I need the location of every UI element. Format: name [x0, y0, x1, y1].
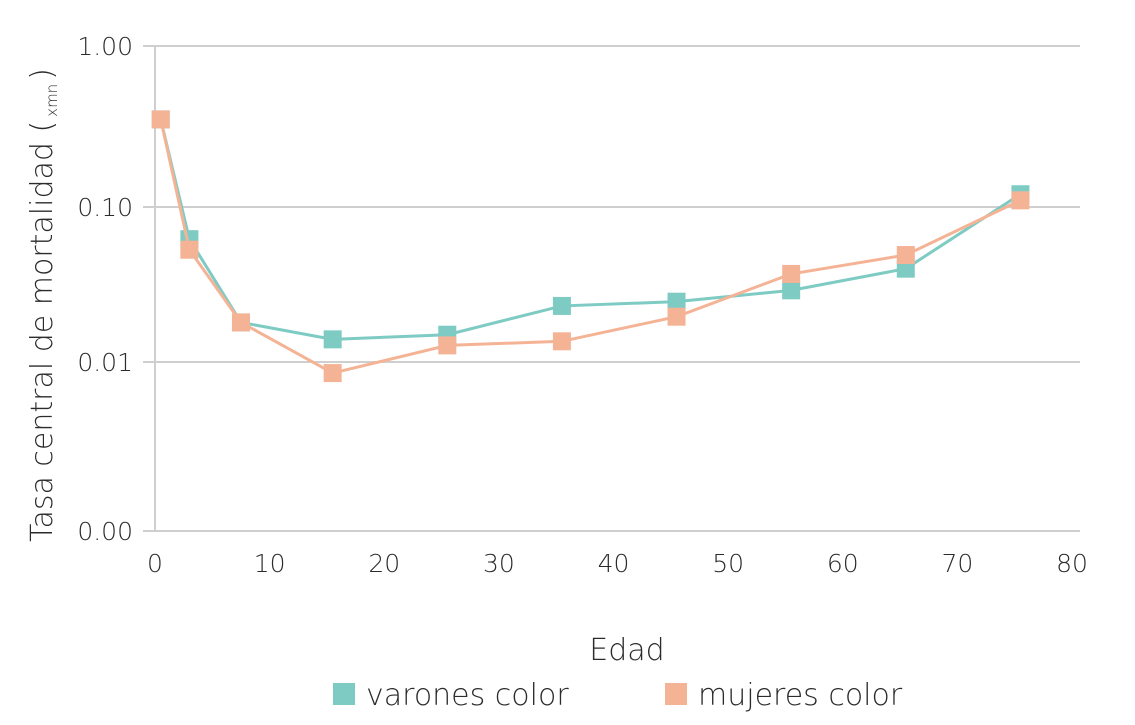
data-point-marker	[667, 307, 686, 326]
data-point-marker	[323, 330, 342, 349]
series-mujeres	[151, 110, 1030, 383]
y-tick-label: 0.10	[77, 193, 133, 222]
data-point-marker	[782, 264, 801, 283]
x-tick-label: 10	[254, 549, 286, 578]
grid	[143, 45, 1080, 532]
legend: varones color mujeres color	[333, 678, 903, 713]
x-tick-label: 40	[598, 549, 630, 578]
x-tick-label: 30	[483, 549, 515, 578]
x-tick-label: 70	[941, 549, 973, 578]
data-point-marker	[180, 240, 199, 259]
legend-swatch	[333, 683, 355, 705]
y-tick-label: 0.01	[77, 348, 133, 377]
svg-text:Tasa central de mortalidad (xm: Tasa central de mortalidad ( xmn)	[25, 68, 61, 542]
y-tick-label: 1.00	[77, 32, 133, 61]
series	[151, 110, 1030, 383]
data-point-marker	[323, 364, 342, 383]
x-tick-label: 50	[712, 549, 744, 578]
x-tick-label: 60	[827, 549, 859, 578]
y-axis-title-notation: xmn	[43, 84, 61, 117]
data-point-marker	[552, 296, 571, 315]
series-line	[159, 119, 1022, 341]
data-point-marker	[782, 281, 801, 300]
data-point-marker	[231, 313, 250, 332]
data-point-marker	[438, 336, 457, 355]
x-axis-title: Edad	[589, 633, 664, 668]
series-varones	[151, 110, 1030, 349]
data-point-marker	[896, 259, 915, 278]
data-point-marker	[896, 246, 915, 265]
x-tick-label: 0	[147, 549, 163, 578]
data-point-marker	[1011, 191, 1030, 210]
x-tick-label: 80	[1056, 549, 1088, 578]
x-tick-label: 20	[368, 549, 400, 578]
data-point-marker	[667, 292, 686, 311]
y-axis-title-close: )	[25, 68, 60, 80]
series-line	[159, 119, 1022, 375]
y-tick-label: 0.00	[77, 517, 133, 546]
axes: 1.00 0.10 0.01 0.00 0 10 20 30 40 50 60 70 80	[77, 32, 1088, 578]
data-point-marker	[151, 110, 170, 129]
legend-label: mujeres color	[698, 678, 903, 713]
data-point-marker	[552, 332, 571, 351]
y-axis-title-text: Tasa central de mortalidad (	[25, 121, 60, 542]
legend-label: varones color	[366, 678, 569, 713]
legend-swatch	[665, 683, 687, 705]
y-axis-title: Tasa central de mortalidad ( xmn)	[25, 68, 61, 542]
